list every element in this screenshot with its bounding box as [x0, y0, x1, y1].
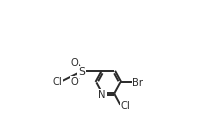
Text: O: O [70, 58, 78, 68]
Text: O: O [70, 77, 78, 87]
Text: Cl: Cl [121, 101, 131, 111]
Text: N: N [98, 90, 106, 100]
Text: Br: Br [132, 78, 143, 88]
Text: Cl: Cl [52, 77, 62, 87]
Text: S: S [78, 67, 85, 77]
